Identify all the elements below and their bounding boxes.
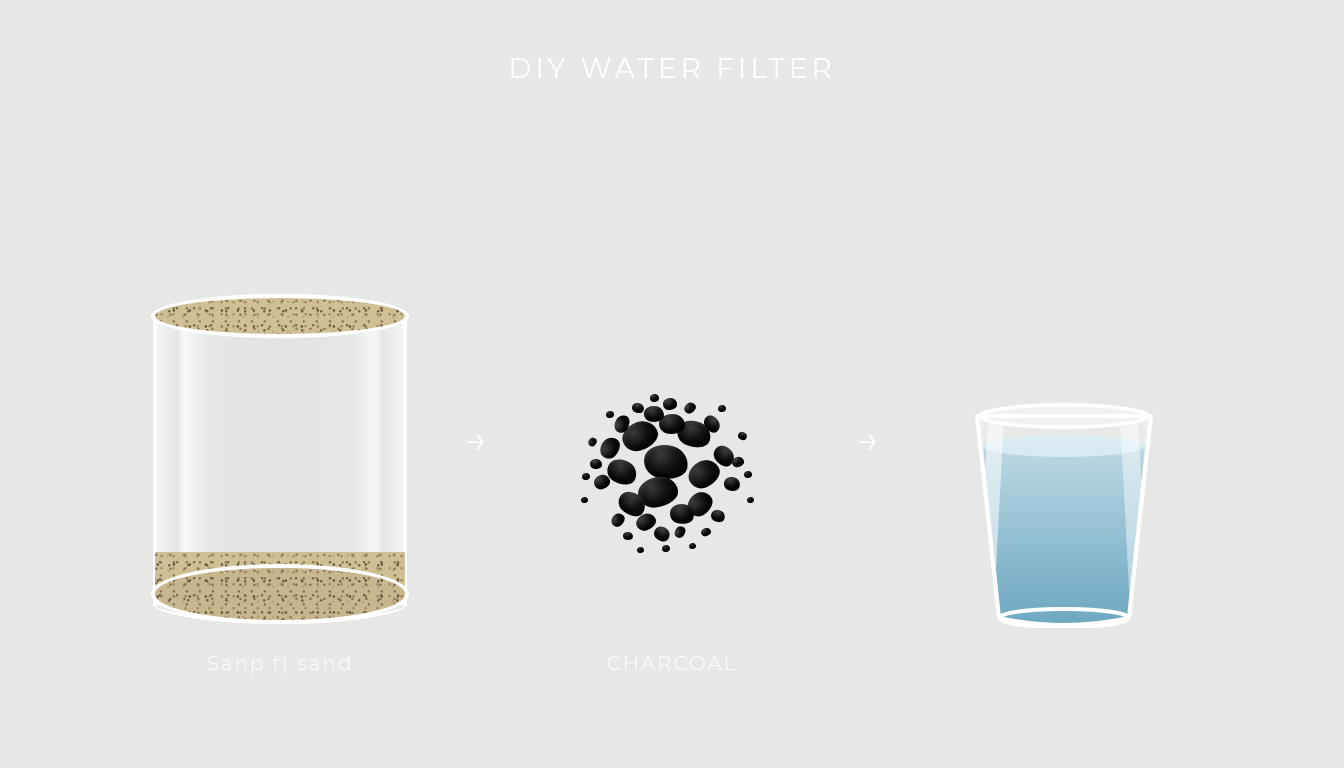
water-glass-icon xyxy=(969,398,1159,628)
step-charcoal: CHARCOAL xyxy=(522,260,822,680)
sand-container-icon xyxy=(153,294,407,624)
step-water xyxy=(914,260,1214,680)
arrow-icon: → xyxy=(464,420,488,460)
page-title: DIY WATER FILTER xyxy=(0,52,1344,86)
arrow-icon: → xyxy=(856,420,880,460)
charcoal-pile-icon xyxy=(562,364,782,584)
step-label-charcoal: CHARCOAL xyxy=(607,652,738,680)
diagram-stage: Sanp f) sand → CHARCOAL → xyxy=(0,260,1344,680)
step-sand: Sanp f) sand xyxy=(130,260,430,680)
step-label-sand: Sanp f) sand xyxy=(207,652,354,680)
